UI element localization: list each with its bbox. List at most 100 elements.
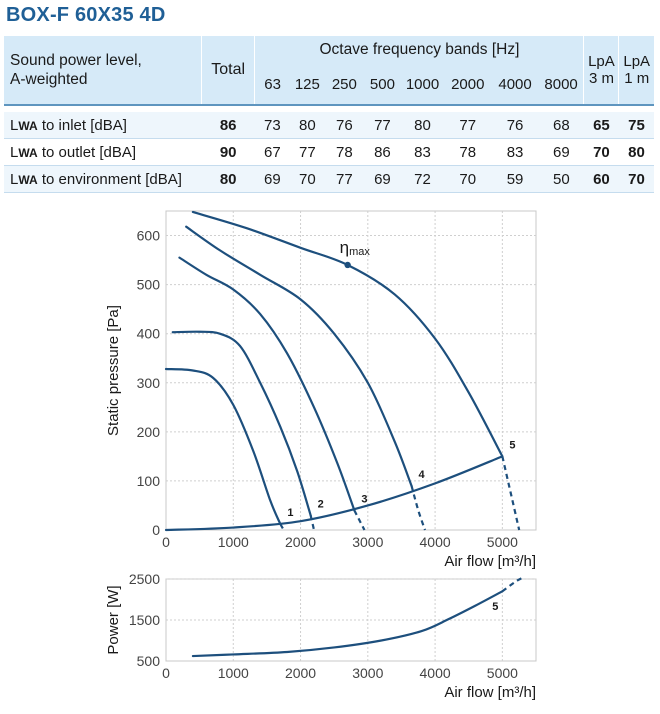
row-label: LWA to inlet [dBA] [4, 112, 202, 139]
freq-250: 250 [324, 64, 364, 106]
series-dashed-tail-5 [501, 456, 521, 531]
row-label-rest: to inlet [dBA] [37, 116, 127, 134]
x-tick-label: 2000 [285, 665, 316, 681]
band-value: 77 [363, 112, 401, 139]
row-total: 86 [201, 112, 255, 139]
header-lpa-1m-line2: 1 m [624, 70, 650, 87]
band-value: 78 [324, 138, 364, 166]
table-row-outlet: LWA to outlet [dBA] 90 67 77 78 86 83 78… [4, 138, 654, 166]
series-line-5 [191, 590, 504, 658]
band-value: 76 [324, 112, 364, 139]
freq-500: 500 [363, 64, 401, 106]
series-line-4 [185, 225, 413, 487]
y-axis-label: Power [W] [105, 585, 122, 654]
table-row-environment: LWA to environment [dBA] 80 69 70 77 69 … [4, 165, 654, 193]
y-tick-label: 600 [137, 228, 161, 244]
row-label-sub: WA [18, 118, 38, 133]
y-axis-label: Static pressure [Pa] [105, 305, 122, 436]
x-tick-label: 1000 [218, 534, 249, 550]
band-value: 68 [538, 112, 584, 139]
row-label-prefix: L [10, 170, 19, 188]
header-total: Total [200, 36, 255, 106]
y-tick-label: 400 [137, 326, 161, 342]
x-tick-label: 4000 [420, 534, 451, 550]
row-label-prefix: L [10, 143, 19, 161]
row-label: LWA to environment [dBA] [4, 165, 202, 193]
row-lpa-1m: 80 [618, 138, 654, 166]
row-label-prefix: L [10, 116, 19, 134]
band-value: 83 [400, 138, 445, 166]
row-label: LWA to outlet [dBA] [4, 138, 202, 166]
sound-power-table: Sound power level, A-weighted Total Octa… [4, 36, 654, 193]
header-octave: Octave frequency bands [Hz] [254, 36, 584, 64]
band-value: 69 [254, 165, 290, 193]
row-label-sub: WA [18, 145, 38, 160]
x-tick-label: 0 [162, 665, 170, 681]
band-value: 77 [444, 112, 492, 139]
band-value: 69 [363, 165, 401, 193]
eta-max-point [344, 261, 351, 269]
row-lpa-3m: 65 [583, 112, 619, 139]
plot-frame [165, 210, 537, 531]
series-dashed-tail-5 [501, 576, 524, 593]
y-tick-label: 300 [137, 375, 161, 391]
band-value: 77 [324, 165, 364, 193]
series-line-2 [171, 330, 312, 517]
eta-subscript: max [349, 246, 370, 258]
band-value: 83 [491, 138, 539, 166]
freq-1000: 1000 [400, 64, 445, 106]
series-line-3 [178, 256, 356, 512]
band-value: 76 [491, 112, 539, 139]
row-total: 80 [201, 165, 255, 193]
x-axis-label: Air flow [m³/h] [444, 684, 536, 701]
header-lpa-3m-line2: 3 m [588, 70, 614, 87]
band-value: 59 [491, 165, 539, 193]
row-label-rest: to outlet [dBA] [37, 143, 137, 161]
freq-4000: 4000 [491, 64, 539, 106]
row-lpa-1m: 70 [618, 165, 654, 193]
band-value: 73 [254, 112, 290, 139]
band-value: 70 [444, 165, 492, 193]
band-value: 77 [289, 138, 325, 166]
eta-symbol: η [340, 238, 349, 257]
band-value: 86 [363, 138, 401, 166]
band-value: 67 [254, 138, 290, 166]
product-title: BOX-F 60X35 4D [6, 4, 166, 26]
freq-63: 63 [254, 64, 290, 106]
y-tick-label: 500 [137, 277, 161, 293]
pressure-chart: 0 1000 2000 3000 4000 5000 0 100 200 300 400 500 600… [105, 210, 537, 570]
y-tick-label: 500 [137, 653, 161, 669]
x-tick-label: 4000 [420, 665, 451, 681]
curve-number-label: 5 [509, 439, 515, 451]
table-row-inlet: LWA to inlet [dBA] 86 73 80 76 77 80 77 … [4, 112, 654, 139]
curve-number-label: 2 [318, 498, 324, 510]
header-lpa-1m-line1: LpA [623, 53, 651, 70]
y-tick-label: 1500 [129, 612, 160, 628]
band-value: 72 [400, 165, 445, 193]
series-dashed-tail-2 [309, 515, 316, 531]
freq-125: 125 [289, 64, 325, 106]
row-lpa-3m: 70 [583, 138, 619, 166]
y-tick-label: 0 [152, 522, 160, 538]
y-tick-label: 200 [137, 424, 161, 440]
row-total: 90 [201, 138, 255, 166]
header-lpa-1m: LpA 1 m [618, 36, 654, 106]
freq-2000: 2000 [444, 64, 492, 106]
row-lpa-1m: 75 [618, 112, 654, 139]
x-tick-label: 3000 [352, 534, 383, 550]
curve-number-label: 3 [361, 493, 367, 505]
series-line-1 [164, 367, 282, 526]
series-line-system [164, 455, 504, 532]
band-value: 78 [444, 138, 492, 166]
power-chart: 0 1000 2000 3000 4000 5000 500 1500 2500 Air flow… [105, 571, 537, 701]
band-value: 50 [538, 165, 584, 193]
series-line-5 [191, 210, 504, 458]
x-tick-label: 5000 [487, 534, 518, 550]
eta-max-label: ηmax [340, 238, 371, 258]
y-tick-label: 100 [137, 473, 161, 489]
band-value: 80 [400, 112, 445, 139]
series-dashed-tail-1 [279, 523, 285, 531]
power-curve-number-label: 5 [492, 601, 498, 613]
series-dashed-tail-3 [353, 509, 366, 531]
